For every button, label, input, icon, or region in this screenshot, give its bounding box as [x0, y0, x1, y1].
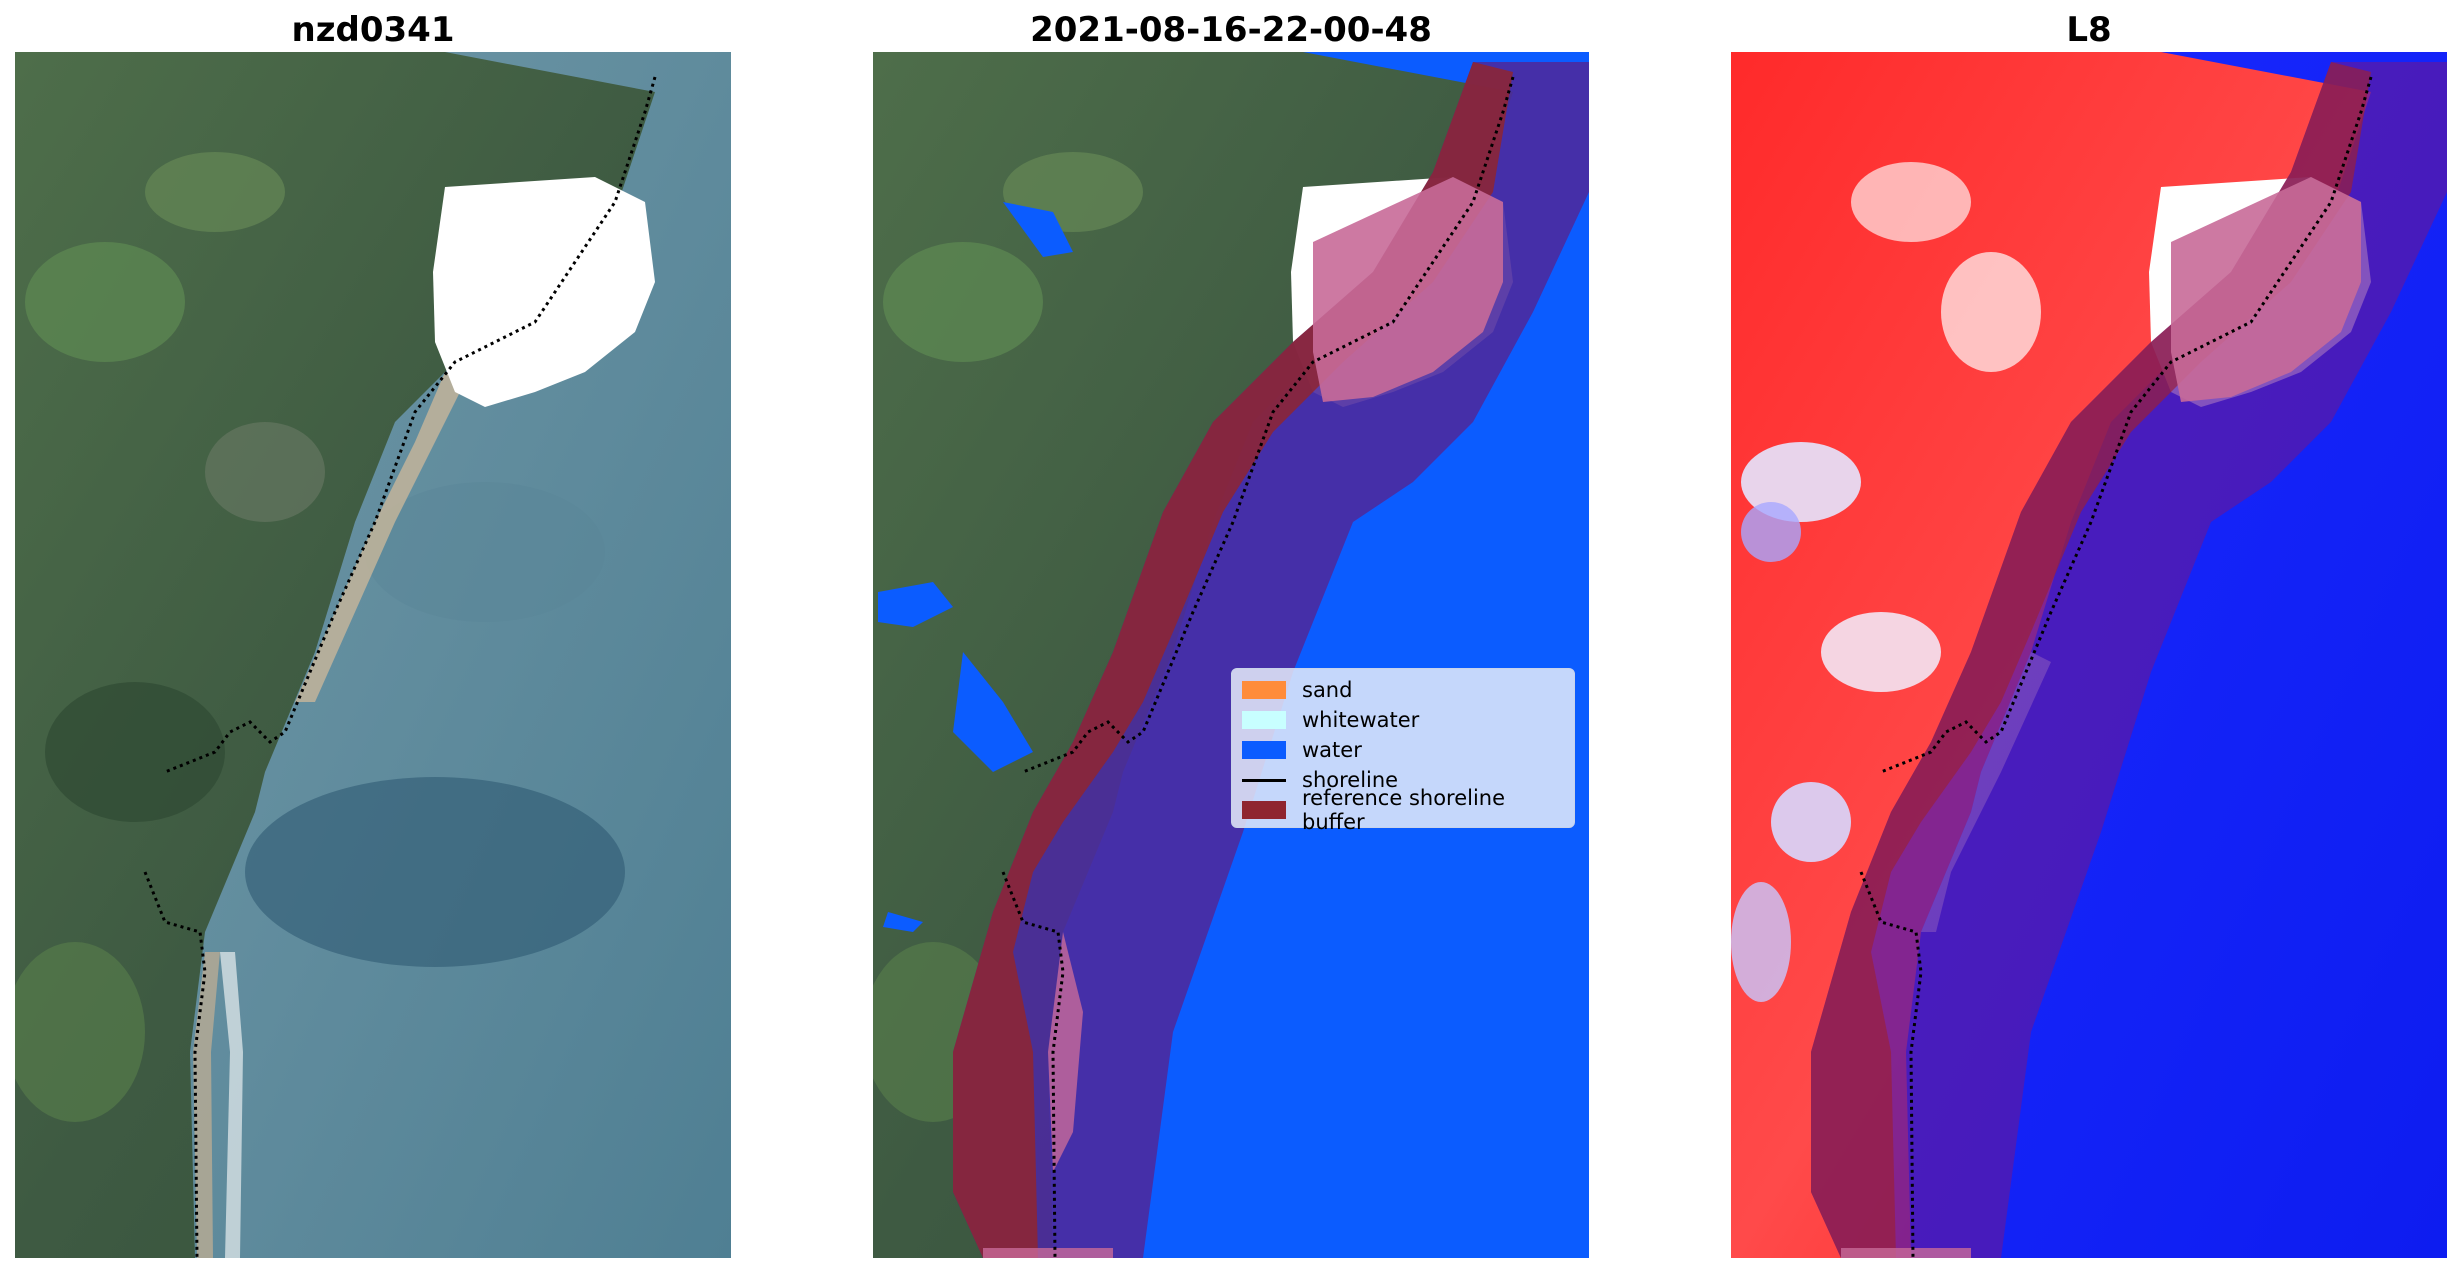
- legend-swatch-whitewater: [1242, 711, 1286, 729]
- legend-item-shoreline: shoreline: [1242, 765, 1564, 795]
- legend-label-whitewater: whitewater: [1302, 708, 1420, 732]
- legend-label-buffer: reference shoreline buffer: [1302, 786, 1506, 834]
- legend-swatch-buffer: [1242, 801, 1286, 819]
- rgb-image-panel: [15, 52, 731, 1258]
- legend-label-water: water: [1302, 738, 1362, 762]
- panel-title-index: L8: [2066, 10, 2112, 50]
- shoreline-line: [164, 76, 657, 774]
- panel-title-rgb: nzd0341: [291, 10, 455, 50]
- legend-label-sand: sand: [1302, 678, 1353, 702]
- legend-item-buffer: reference shoreline buffer: [1242, 786, 1564, 834]
- classification-panel: [873, 52, 1589, 1258]
- legend-item-sand: sand: [1242, 675, 1564, 705]
- legend-item-water: water: [1242, 735, 1564, 765]
- legend-label-shoreline: shoreline: [1302, 768, 1399, 792]
- legend-swatch-sand: [1242, 681, 1286, 699]
- legend-swatch-shoreline: [1242, 778, 1286, 782]
- index-image: [1731, 52, 2447, 1258]
- legend-swatch-water: [1242, 741, 1286, 759]
- rgb-image: [15, 52, 731, 1258]
- legend: sand whitewater water shoreline referenc…: [1231, 668, 1575, 834]
- classification-image: [873, 52, 1589, 1258]
- index-panel: [1731, 52, 2447, 1258]
- legend-item-whitewater: whitewater: [1242, 705, 1564, 735]
- panel-title-classification: 2021-08-16-22-00-48: [1030, 10, 1432, 50]
